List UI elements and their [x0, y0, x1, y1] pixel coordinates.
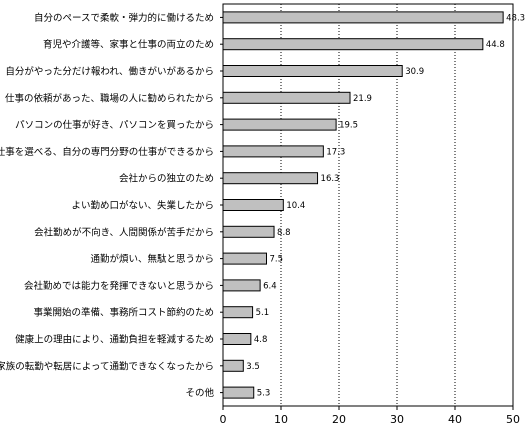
category-label: 会社勤めが不向き、人間関係が苦手だから: [34, 226, 214, 238]
category-label: 健康上の理由により、通勤負担を軽減するため: [15, 334, 214, 346]
labels: 0 10 20 30 40 50 自分のペースで柔軟・弾力的に働けるため 48.3 育児や介護等…: [0, 12, 525, 426]
value-label: 16.3: [321, 174, 340, 184]
bar: [222, 279, 261, 292]
category-label: 会社勤めでは能力を発揮できないと思うから: [24, 280, 214, 292]
bar: [222, 65, 403, 77]
category-label: 会社からの独立のため: [119, 173, 214, 185]
category-label: 仕事の依頼があった、職場の人に勧められたから: [5, 92, 214, 104]
category-label: 家族の転勤や転居によって通勤できなくなったから: [0, 360, 214, 372]
bar: [222, 11, 504, 24]
bar: [222, 386, 255, 399]
category-label: その他: [185, 387, 214, 399]
value-label: 10.4: [286, 201, 305, 211]
bar: [222, 225, 275, 238]
bar: [222, 333, 252, 345]
value-label: 7.5: [270, 255, 284, 265]
axes: [220, 3, 514, 410]
value-label: 8.8: [277, 228, 291, 238]
category-label: 自分がやった分だけ報われ、働きがいがあるから: [5, 66, 214, 78]
value-label: 44.8: [486, 40, 505, 50]
x-tick-label: 50: [506, 413, 520, 426]
grid-lines: [280, 4, 456, 406]
category-label: 通勤が煩い、無駄と思うから: [90, 253, 214, 265]
category-label: 仕事を選べる、自分の専門分野の仕事ができるから: [0, 146, 214, 158]
x-tick-label: 10: [274, 413, 288, 426]
x-tick-label: 30: [390, 413, 404, 426]
bar: [222, 172, 319, 185]
x-tick-label: 40: [448, 413, 462, 426]
value-label: 5.1: [256, 308, 270, 318]
value-label: 21.9: [353, 94, 372, 104]
value-label: 48.3: [506, 13, 525, 23]
bar: [222, 306, 254, 319]
bar: [222, 252, 267, 265]
value-label: 17.3: [326, 147, 345, 157]
category-label: 自分のペースで柔軟・弾力的に働けるため: [34, 12, 214, 24]
value-label: 4.8: [254, 335, 268, 345]
value-label: 30.9: [405, 67, 424, 77]
bar: [222, 118, 337, 131]
x-tick-label: 20: [332, 413, 346, 426]
value-label: 3.5: [246, 362, 260, 372]
bar: [222, 145, 324, 158]
bar: [222, 199, 284, 211]
category-label: パソコンの仕事が好き、パソコンを買ったから: [15, 119, 214, 131]
x-tick-label: 0: [220, 413, 227, 426]
category-label: 育児や介護等、家事と仕事の両立のため: [43, 39, 214, 51]
value-label: 5.3: [257, 389, 271, 399]
value-label: 19.5: [339, 121, 358, 131]
bar: [222, 91, 351, 104]
bar: [222, 359, 244, 372]
bars: [222, 11, 504, 399]
value-label: 6.4: [263, 281, 277, 291]
category-label: 事業開始の準備、事務所コスト節約のため: [33, 307, 214, 319]
category-label: よい勤め口がない、失業したから: [71, 200, 214, 212]
bar: [222, 38, 484, 51]
